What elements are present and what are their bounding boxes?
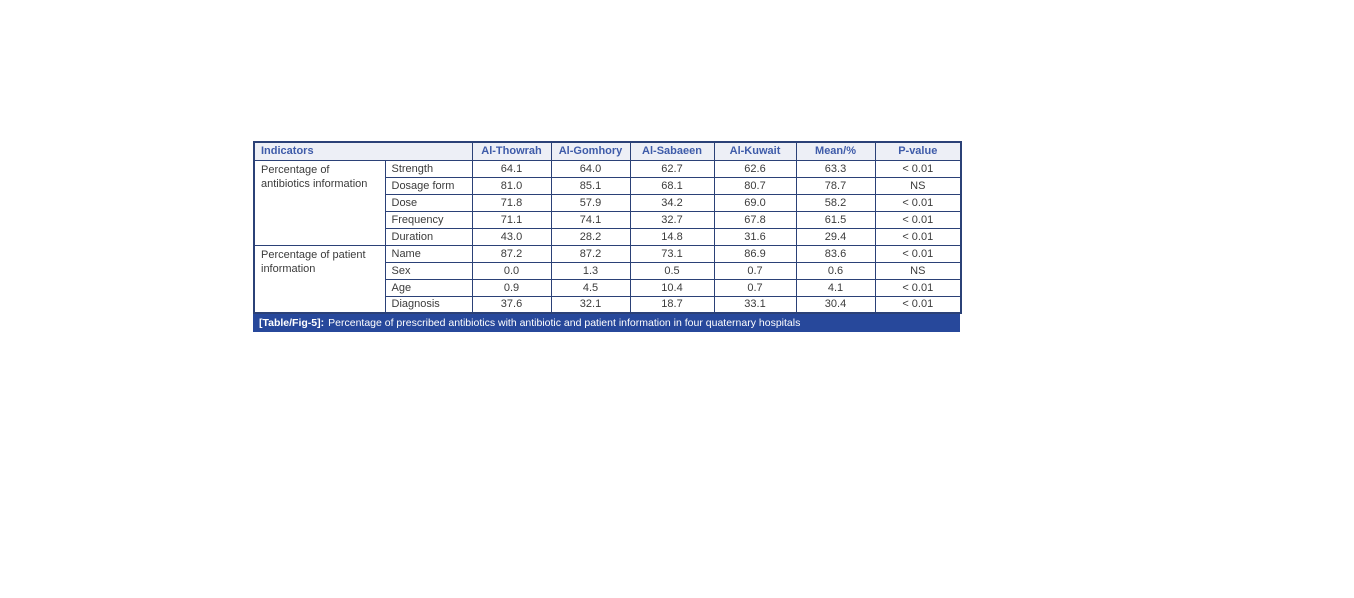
column-header-mean: Mean/% — [795, 141, 876, 161]
value-cell: 73.1 — [629, 244, 715, 263]
value-cell: < 0.01 — [874, 159, 962, 178]
indicator-label: Diagnosis — [384, 295, 473, 314]
value-cell: 61.5 — [795, 210, 876, 229]
value-cell: < 0.01 — [874, 278, 962, 297]
value-cell: 32.1 — [550, 295, 631, 314]
value-cell: 87.2 — [550, 244, 631, 263]
column-header-indicators: Indicators — [253, 141, 473, 161]
table-body: Percentage of antibiotics information Str… — [253, 159, 962, 314]
column-header-al-gomhory: Al-Gomhory — [550, 141, 631, 161]
column-header-al-thowrah: Al-Thowrah — [471, 141, 552, 161]
value-cell: 68.1 — [629, 176, 715, 195]
value-cell: 37.6 — [471, 295, 552, 314]
value-cell: 4.1 — [795, 278, 876, 297]
value-cell: 64.1 — [471, 159, 552, 178]
table-caption: [Table/Fig-5]: Percentage of prescribed … — [253, 314, 960, 332]
value-cell: 1.3 — [550, 261, 631, 280]
table-row: Duration 43.0 28.2 14.8 31.6 29.4 < 0.01 — [254, 227, 962, 246]
value-cell: 0.7 — [713, 261, 797, 280]
value-cell: 85.1 — [550, 176, 631, 195]
value-cell: 34.2 — [629, 193, 715, 212]
indicator-label: Strength — [384, 159, 473, 178]
value-cell: 78.7 — [795, 176, 876, 195]
value-cell: 64.0 — [550, 159, 631, 178]
value-cell: 29.4 — [795, 227, 876, 246]
indicator-label: Sex — [384, 261, 473, 280]
column-header-al-sabaeen: Al-Sabaeen — [629, 141, 715, 161]
value-cell: 58.2 — [795, 193, 876, 212]
value-cell: NS — [874, 261, 962, 280]
table-row: Percentage of antibiotics information Str… — [253, 159, 962, 246]
indicator-label: Age — [384, 278, 473, 297]
value-cell: 83.6 — [795, 244, 876, 263]
value-cell: 57.9 — [550, 193, 631, 212]
table-row: Diagnosis 37.6 32.1 18.7 33.1 30.4 < 0.01 — [254, 295, 962, 314]
value-cell: 87.2 — [471, 244, 552, 263]
value-cell: 0.5 — [629, 261, 715, 280]
value-cell: 33.1 — [713, 295, 797, 314]
group-label: Percentage of antibiotics information — [253, 159, 386, 246]
value-cell: NS — [874, 176, 962, 195]
table-row: Sex 0.0 1.3 0.5 0.7 0.6 NS — [254, 261, 962, 280]
table-row: Percentage of patient information Name 87.… — [253, 244, 962, 314]
value-cell: 0.9 — [471, 278, 552, 297]
value-cell: 62.6 — [713, 159, 797, 178]
value-cell: 4.5 — [550, 278, 631, 297]
value-cell: 32.7 — [629, 210, 715, 229]
value-cell: 62.7 — [629, 159, 715, 178]
value-cell: < 0.01 — [874, 244, 962, 263]
indicator-label: Dosage form — [384, 176, 473, 195]
caption-text: Percentage of prescribed antibiotics wit… — [328, 317, 801, 329]
value-cell: 71.8 — [471, 193, 552, 212]
value-cell: 10.4 — [629, 278, 715, 297]
value-cell: < 0.01 — [874, 193, 962, 212]
value-cell: 67.8 — [713, 210, 797, 229]
value-cell: 18.7 — [629, 295, 715, 314]
value-cell: 0.7 — [713, 278, 797, 297]
value-cell: 74.1 — [550, 210, 631, 229]
indicator-label: Name — [384, 244, 473, 263]
value-cell: 31.6 — [713, 227, 797, 246]
table-row: Dosage form 81.0 85.1 68.1 80.7 78.7 NS — [254, 176, 962, 195]
column-header-p-value: P-value — [874, 141, 962, 161]
indicator-label: Duration — [384, 227, 473, 246]
data-table: Indicators Al-Thowrah Al-Gomhory Al-Saba… — [253, 141, 963, 314]
value-cell: 43.0 — [471, 227, 552, 246]
value-cell: 14.8 — [629, 227, 715, 246]
value-cell: 63.3 — [795, 159, 876, 178]
header-row: Indicators Al-Thowrah Al-Gomhory Al-Saba… — [253, 141, 962, 161]
table-row: Frequency 71.1 74.1 32.7 67.8 61.5 < 0.01 — [254, 210, 962, 229]
value-cell: < 0.01 — [874, 227, 962, 246]
value-cell: < 0.01 — [874, 210, 962, 229]
value-cell: 81.0 — [471, 176, 552, 195]
group-label: Percentage of patient information — [253, 244, 386, 314]
table-row: Age 0.9 4.5 10.4 0.7 4.1 < 0.01 — [254, 278, 962, 297]
value-cell: 86.9 — [713, 244, 797, 263]
table-figure: Indicators Al-Thowrah Al-Gomhory Al-Saba… — [253, 141, 963, 332]
caption-tag: [Table/Fig-5]: — [259, 317, 325, 329]
indicator-label: Dose — [384, 193, 473, 212]
value-cell: 0.6 — [795, 261, 876, 280]
value-cell: 28.2 — [550, 227, 631, 246]
value-cell: 69.0 — [713, 193, 797, 212]
value-cell: 71.1 — [471, 210, 552, 229]
indicator-label: Frequency — [384, 210, 473, 229]
value-cell: < 0.01 — [874, 295, 962, 314]
value-cell: 30.4 — [795, 295, 876, 314]
value-cell: 0.0 — [471, 261, 552, 280]
value-cell: 80.7 — [713, 176, 797, 195]
column-header-al-kuwait: Al-Kuwait — [713, 141, 797, 161]
